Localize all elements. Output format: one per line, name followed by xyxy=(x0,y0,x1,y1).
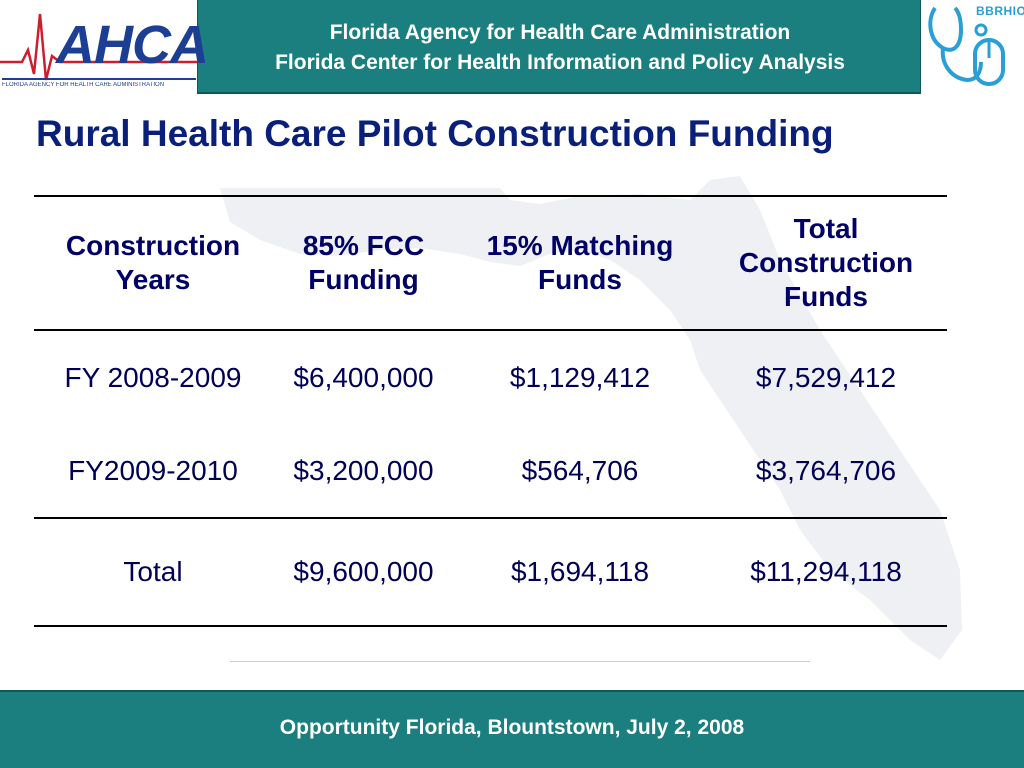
header-title-line1: Florida Agency for Health Care Administr… xyxy=(329,21,791,44)
table-cell-matching: $1,129,412 xyxy=(509,362,651,393)
footer-text: Opportunity Florida, Blountstown, July 2… xyxy=(279,716,745,739)
table-cell-total: $7,529,412 xyxy=(755,362,897,393)
table-header-row: Construction Years 85% FCC Funding 15% M… xyxy=(34,195,947,331)
ahca-logo-tagline: FLORIDA AGENCY FOR HEALTH CARE ADMINISTR… xyxy=(2,82,165,88)
table-cell-years: FY 2008-2009 xyxy=(64,362,242,393)
table-cell-fcc: $6,400,000 xyxy=(272,330,455,425)
table-row: FY 2008-2009 $6,400,000 $1,129,412 $7,52… xyxy=(34,330,947,425)
fcc-value: $6,400,000 xyxy=(293,362,434,393)
column-header-total-funds: Total Construction Funds xyxy=(705,195,947,331)
header-titles: Florida Agency for Health Care Administr… xyxy=(206,18,914,78)
table-cell-matching: $1,694,118 xyxy=(455,518,705,627)
heartbeat-icon xyxy=(0,13,198,81)
bbrhio-logo: BBRHIO xyxy=(920,0,1024,94)
divider xyxy=(230,661,810,662)
bbrhio-logo-text: BBRHIO xyxy=(976,4,1024,18)
table-row-total: Total $9,600,000 $1,694,118 $11,294,118 xyxy=(34,518,947,627)
table-cell-total: $3,764,706 xyxy=(705,425,947,519)
fcc-value: $9,600,000 xyxy=(293,556,434,587)
table-cell-fcc: $3,200,000 xyxy=(272,425,455,519)
column-header-fcc-funding: 85% FCC Funding xyxy=(272,195,455,331)
table-cell-years: Total xyxy=(34,518,272,627)
table-cell-years: FY2009-2010 xyxy=(34,425,272,519)
ahca-logo: AHCA FLORIDA AGENCY FOR HEALTH CARE ADMI… xyxy=(0,0,209,94)
column-header-construction-years: Construction Years xyxy=(34,195,272,331)
slide-title: Rural Health Care Pilot Construction Fun… xyxy=(36,113,834,154)
header-band: AHCA FLORIDA AGENCY FOR HEALTH CARE ADMI… xyxy=(0,0,1024,94)
funding-table: Construction Years 85% FCC Funding 15% M… xyxy=(34,195,947,627)
fcc-value: $3,200,000 xyxy=(293,455,434,486)
footer-band: Opportunity Florida, Blountstown, July 2… xyxy=(0,690,1024,768)
table-row: FY2009-2010 $3,200,000 $564,706 $3,764,7… xyxy=(34,425,947,519)
stethoscope-mouse-icon xyxy=(928,6,1005,86)
header-title-line2: Florida Center for Health Information an… xyxy=(275,51,845,74)
table-cell-matching: $564,706 xyxy=(455,425,705,519)
ahca-logo-text: AHCA xyxy=(56,15,209,75)
column-header-matching-funds: 15% Matching Funds xyxy=(455,195,705,331)
table-cell-fcc: $9,600,000 xyxy=(272,518,455,627)
table-cell-total: $11,294,118 xyxy=(705,518,947,627)
